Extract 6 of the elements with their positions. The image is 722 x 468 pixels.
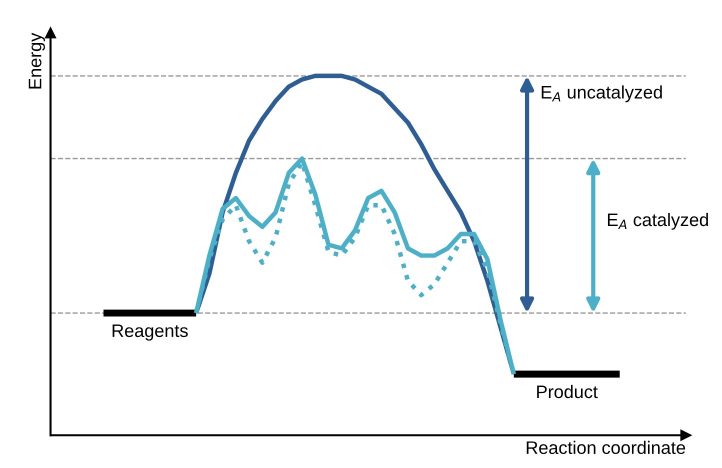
annotation: E$_{A}$ catalyzed: [608, 212, 708, 230]
series-label: Product: [537, 384, 598, 398]
y-axis-title: Energy: [28, 32, 45, 88]
series-label: Reagents: [112, 324, 188, 341]
x-axis-title: Reaction coordinate: [526, 440, 686, 454]
annotation: E$_{A}$ uncatalyzed: [542, 85, 662, 102]
